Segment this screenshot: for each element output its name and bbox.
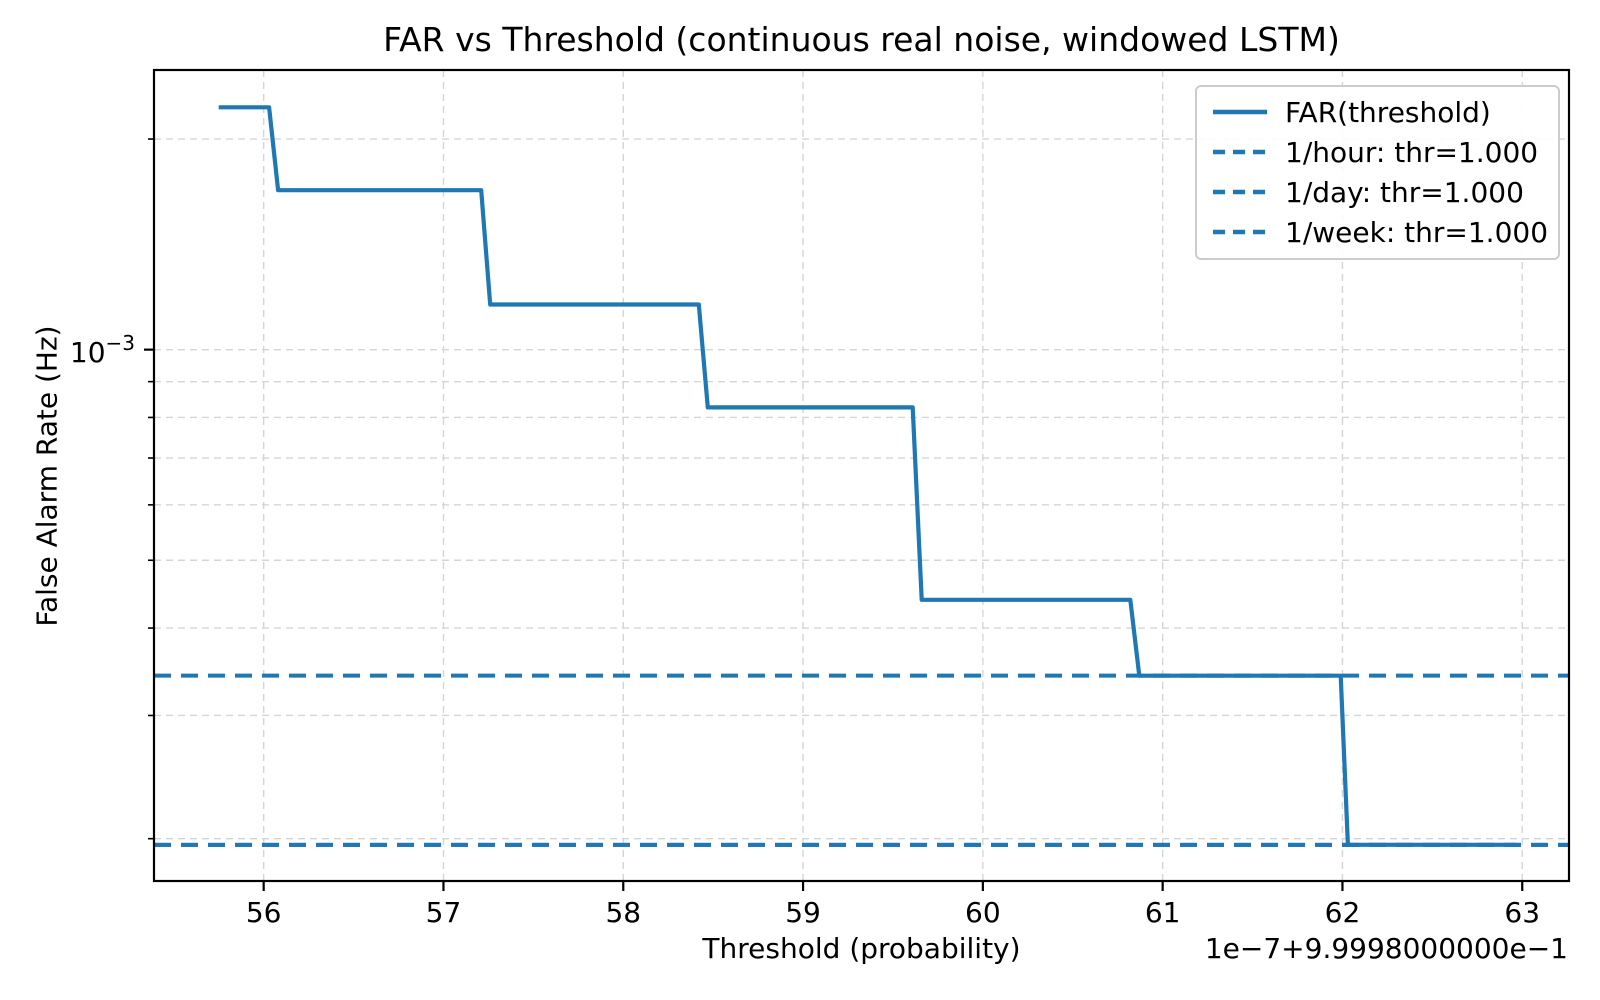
legend-dashed-line-sample [1213, 229, 1267, 235]
y-axis-label: False Alarm Rate (Hz) [30, 325, 64, 627]
legend-solid-line-sample [1213, 109, 1267, 115]
far-step-line [218, 105, 1517, 847]
x-axis-offset-text: 1e−7+9.9998000000e−1 [1204, 932, 1568, 965]
y-major-tick-exponent: −3 [105, 330, 135, 355]
x-tick-label: 57 [425, 896, 462, 929]
legend-label: FAR(threshold) [1285, 95, 1491, 129]
x-axis-label: Threshold (probability) [702, 932, 1021, 965]
legend: FAR(threshold) 1/hour: thr=1.000 1/day: th… [1195, 85, 1560, 260]
legend-row: 1/hour: thr=1.000 [1211, 132, 1558, 172]
legend-label: 1/day: thr=1.000 [1285, 175, 1524, 209]
legend-row: 1/day: thr=1.000 [1211, 172, 1558, 212]
legend-row: 1/week: thr=1.000 [1211, 212, 1558, 252]
chart-title: FAR vs Threshold (continuous real noise,… [383, 20, 1340, 59]
axes-spines [152, 68, 1571, 883]
y-major-tick-label: 10−3 [43, 330, 135, 370]
x-tick-label: 59 [785, 896, 821, 929]
x-tick-label: 62 [1324, 896, 1361, 929]
x-tick-label: 58 [605, 896, 642, 929]
legend-dashed-line-sample [1213, 189, 1267, 195]
y-major-tick-base: 10 [69, 336, 106, 370]
legend-row: FAR(threshold) [1211, 92, 1558, 132]
legend-dashed-line-sample [1213, 149, 1267, 155]
x-tick-label: 56 [245, 896, 282, 929]
legend-label: 1/week: thr=1.000 [1285, 215, 1549, 249]
x-tick-label: 63 [1504, 896, 1541, 929]
legend-label: 1/hour: thr=1.000 [1285, 135, 1539, 169]
x-tick-label: 61 [1144, 896, 1181, 929]
x-tick-label: 60 [965, 896, 1001, 929]
